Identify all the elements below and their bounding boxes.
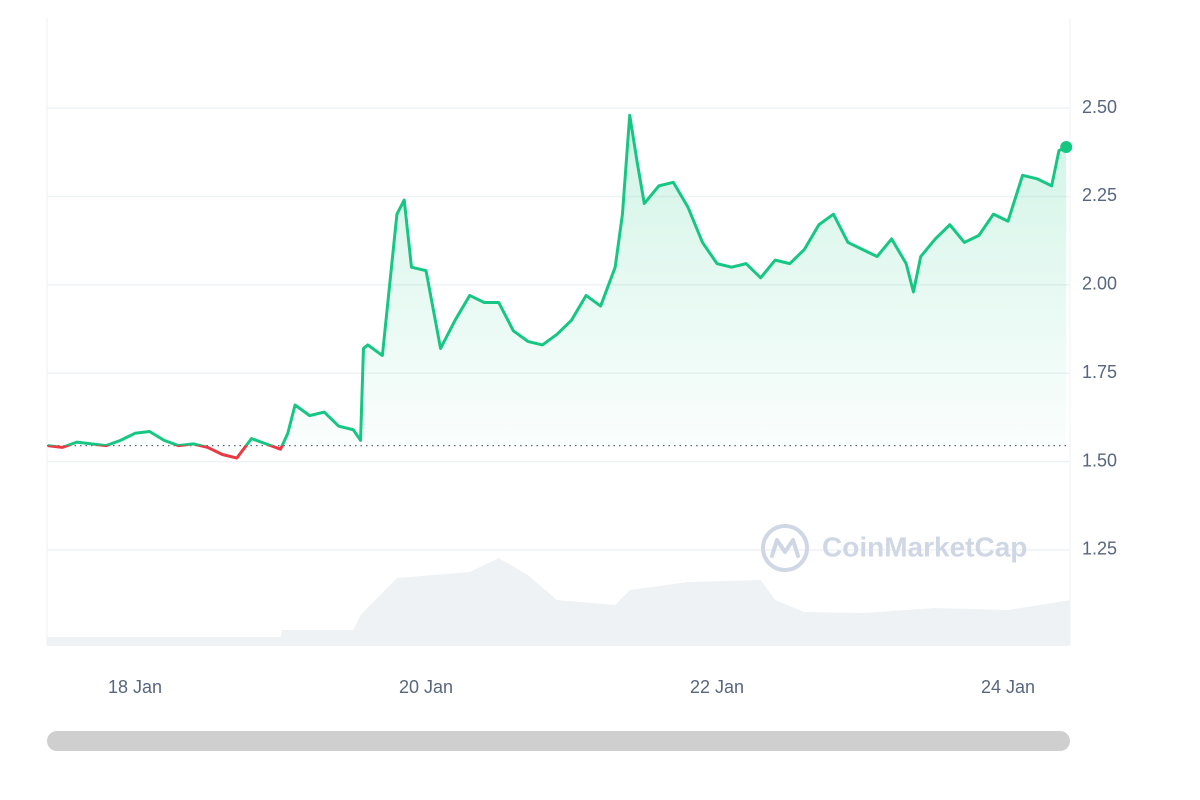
watermark-text: CoinMarketCap: [822, 531, 1027, 562]
y-tick-label: 1.50: [1082, 450, 1117, 470]
x-tick-label: 20 Jan: [399, 677, 453, 697]
x-tick-label: 24 Jan: [981, 677, 1035, 697]
volume-area: [47, 558, 1070, 645]
x-tick-label: 18 Jan: [108, 677, 162, 697]
x-tick-label: 22 Jan: [690, 677, 744, 697]
y-tick-label: 2.50: [1082, 97, 1117, 117]
scrollbar[interactable]: [47, 731, 1070, 751]
y-tick-label: 2.25: [1082, 185, 1117, 205]
y-tick-label: 2.00: [1082, 274, 1117, 294]
watermark-logo-m: [770, 538, 800, 558]
last-price-dot: [1060, 141, 1073, 154]
watermark-logo: [761, 524, 809, 572]
watermark: CoinMarketCap: [761, 524, 1027, 572]
y-tick-label: 1.75: [1082, 362, 1117, 382]
price-area: [47, 115, 1067, 459]
y-tick-label: 1.25: [1082, 539, 1117, 559]
price-line: [47, 113, 1067, 460]
